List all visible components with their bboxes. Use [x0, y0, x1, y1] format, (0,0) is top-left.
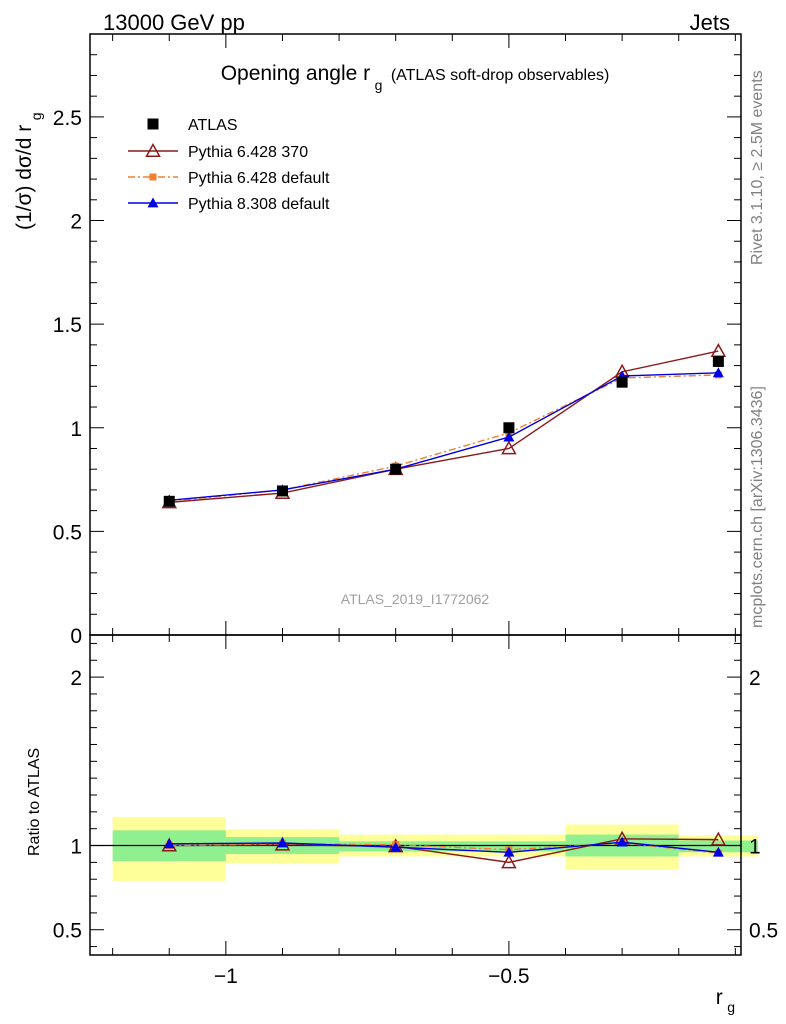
legend-marker — [145, 142, 161, 157]
legend-label: Pythia 8.308 default — [188, 196, 330, 213]
main-watermark: ATLAS_2019_I1772062 — [341, 591, 490, 607]
ratio-y-tick-label-right: 0.5 — [749, 920, 778, 943]
main-series-line — [169, 372, 719, 501]
legend-marker — [149, 173, 157, 181]
main-y-tick-label: 0 — [70, 625, 82, 648]
ratio-plot-panel: 0.5 0.5 1 1 2 2 −1 −0.5 Ratio to ATLAS r g — [26, 634, 778, 1015]
main-title-text: Opening angle r — [221, 62, 370, 85]
main-data-point — [710, 343, 727, 358]
mcplots-label: mcplots.cern.ch [arXiv:1306.3436] — [749, 386, 766, 628]
main-data-point — [501, 440, 517, 455]
ratio-data-point — [710, 831, 727, 846]
ratio-x-tick-label: −0.5 — [488, 965, 529, 988]
header-right: Jets — [690, 10, 730, 35]
main-data-point — [712, 355, 724, 367]
ratio-data-point — [616, 836, 628, 847]
ratio-y-tick-label-right: 2 — [749, 667, 761, 690]
rivet-label: Rivet 3.1.10, ≥ 2.5M events — [749, 70, 766, 265]
main-data-point — [163, 495, 175, 507]
header-left: 13000 GeV pp — [103, 10, 245, 35]
ratio-x-axis-label: r g — [716, 986, 735, 1015]
ratio-data-point — [503, 846, 515, 857]
main-y-axis-label: (1/σ) dσ/d r g — [13, 112, 44, 230]
ratio-series-line — [169, 842, 719, 854]
ratio-data-point — [390, 841, 402, 852]
ratio-y-axis-label: Ratio to ATLAS — [26, 748, 43, 856]
ratio-band-green — [678, 840, 758, 853]
main-y-tick-label: 2.5 — [53, 107, 82, 130]
ratio-y-tick-label-left: 1 — [70, 836, 82, 859]
legend-label: Pythia 6.428 default — [188, 170, 330, 187]
main-data-point — [616, 376, 628, 388]
ratio-y-tick-label-left: 2 — [70, 667, 82, 690]
main-y-axis-label-sub: g — [28, 112, 44, 120]
main-y-tick-label: 1 — [70, 418, 82, 441]
ratio-y-tick-label-right: 1 — [749, 836, 761, 859]
main-data-point — [503, 422, 515, 434]
main-y-axis-label-text: (1/σ) dσ/d r — [13, 125, 36, 230]
legend-label: ATLAS — [188, 117, 238, 134]
ratio-series-line — [169, 841, 719, 853]
main-y-tick-label: 1.5 — [53, 314, 82, 337]
legend-label: Pythia 6.428 370 — [188, 144, 308, 161]
main-title: Opening angle r g (ATLAS soft-drop obser… — [221, 62, 610, 94]
ratio-data-point — [712, 846, 724, 857]
main-data-point — [712, 367, 724, 378]
main-series-line — [169, 374, 719, 503]
ratio-x-tick-label: −1 — [214, 965, 238, 988]
main-data-point — [276, 485, 288, 497]
legend-marker — [147, 197, 159, 208]
ratio-plot-frame — [89, 634, 742, 956]
main-y-tick-label: 2 — [70, 211, 82, 234]
legend: ATLAS Pythia 6.428 370 Pythia 6.428 defaul… — [128, 117, 330, 213]
main-plot-panel: 0 0.5 1 1.5 2 2.5 Opening angle r g (ATLAS so… — [13, 33, 742, 648]
main-y-tick-label: 0.5 — [53, 521, 82, 544]
ratio-data-point — [501, 854, 517, 869]
main-series-line — [169, 350, 719, 504]
main-title-suffix: (ATLAS soft-drop observables) — [391, 67, 609, 84]
ratio-plot-area: 0.5 0.5 1 1 2 2 −1 −0.5 — [53, 635, 778, 988]
main-data-point — [503, 431, 515, 442]
ratio-data-point — [276, 837, 288, 848]
main-title-sub: g — [375, 77, 383, 93]
ratio-y-tick-label-left: 0.5 — [53, 920, 82, 943]
ratio-x-axis-label-sub: g — [727, 999, 735, 1015]
ratio-series-line — [169, 838, 719, 864]
main-data-point — [390, 463, 402, 475]
ratio-x-axis-label-text: r — [716, 986, 723, 1009]
legend-marker — [147, 118, 159, 130]
main-plot-area: 0 0.5 1 1.5 2 2.5 — [53, 34, 741, 648]
ratio-data-point — [163, 838, 175, 849]
